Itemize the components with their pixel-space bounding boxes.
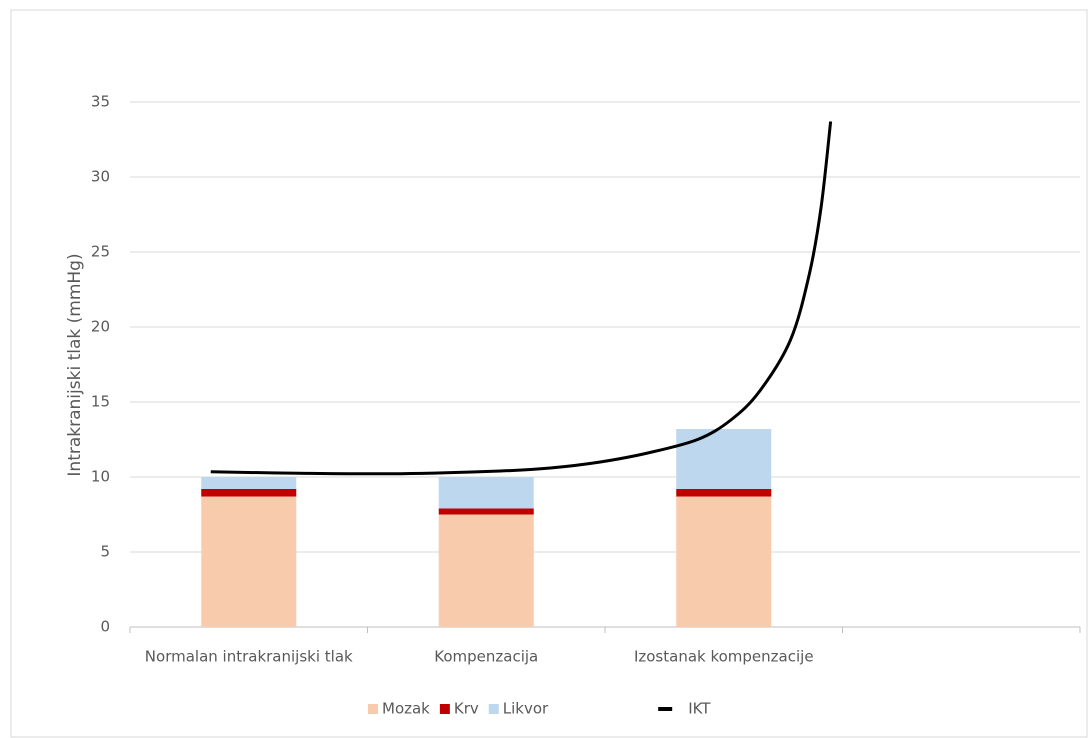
bar-segment [201, 489, 297, 497]
bar-segment [676, 429, 772, 489]
y-tick-label: 15 [91, 393, 110, 411]
legend-label: Likvor [503, 700, 549, 718]
y-tick-label: 10 [91, 468, 110, 486]
y-tick-label: 20 [91, 318, 110, 336]
x-tick-label: Izostanak kompenzacije [634, 648, 814, 666]
x-tick-label: Kompenzacija [434, 648, 538, 666]
legend-label: Mozak [382, 700, 430, 718]
y-tick-label: 30 [91, 168, 110, 186]
bar-segment [201, 477, 297, 489]
chart-frame [10, 9, 1088, 738]
legend-symbol [439, 704, 450, 714]
y-axis-label: Intrakranijski tlak (mmHg) [65, 253, 85, 476]
bar-segment [676, 489, 772, 497]
line [210, 121, 833, 476]
legend-label: IKT [688, 700, 711, 718]
y-tick-label: 25 [91, 243, 110, 261]
legend-symbol [488, 704, 499, 714]
y-tick-label: 5 [100, 543, 110, 561]
legend-symbol [368, 704, 378, 714]
x-tick-label: Normalan intrakranijski tlak [145, 648, 353, 666]
legend-label: Krv [454, 700, 479, 718]
bar-segment [438, 477, 534, 509]
bar-segment [676, 496, 772, 627]
bar-segment [438, 514, 534, 627]
bar-segment [201, 496, 297, 627]
y-tick-label: 0 [100, 618, 110, 636]
bar-segment [438, 508, 534, 515]
y-tick-label: 35 [91, 93, 110, 111]
